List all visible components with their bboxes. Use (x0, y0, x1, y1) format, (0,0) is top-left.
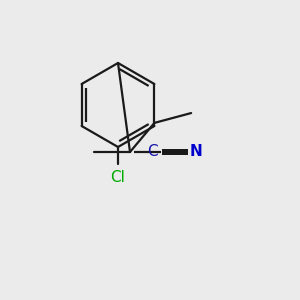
Text: Cl: Cl (111, 170, 125, 185)
Text: C: C (147, 145, 157, 160)
Text: N: N (190, 145, 202, 160)
